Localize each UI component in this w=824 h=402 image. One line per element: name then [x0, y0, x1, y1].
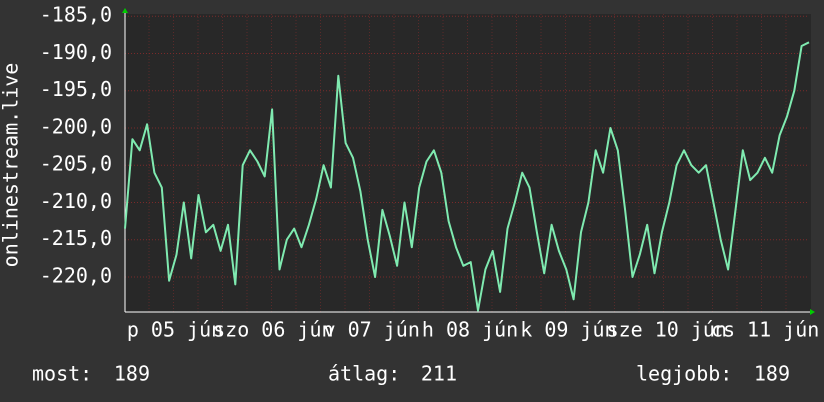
y-tick-label: -200,0 [40, 114, 112, 138]
y-tick-label: -220,0 [40, 263, 112, 287]
stat-label: legjobb: [636, 362, 732, 386]
x-tick-label: szo 06 jún [213, 318, 333, 342]
y-tick-label: -210,0 [40, 189, 112, 213]
y-tick-label: -195,0 [40, 77, 112, 101]
x-tick-label: cs 11 jún [711, 318, 819, 342]
stat-label: most: [32, 362, 92, 386]
x-tick-label: v 07 jún [324, 318, 420, 342]
stat-value: 189 [754, 362, 790, 386]
stat-value: 189 [114, 362, 150, 386]
y-arrow [122, 8, 128, 13]
x-tick-label: sze 10 jún [607, 318, 727, 342]
y-axis-label: onlinestream.live [0, 63, 23, 268]
series-line [124, 41, 810, 312]
x-tick-label: k 09 jún [520, 318, 616, 342]
y-tick-label: -185,0 [40, 3, 112, 27]
y-tick-label: -205,0 [40, 152, 112, 176]
plot-area [125, 14, 811, 312]
stat-value: 211 [421, 362, 457, 386]
x-tick-label: p 05 jún [127, 318, 223, 342]
stat-label: átlag: [328, 362, 400, 386]
x-arrow [810, 309, 815, 315]
x-tick-label: h 08 jún [422, 318, 518, 342]
y-tick-label: -215,0 [40, 226, 112, 250]
y-tick-label: -190,0 [40, 40, 112, 64]
